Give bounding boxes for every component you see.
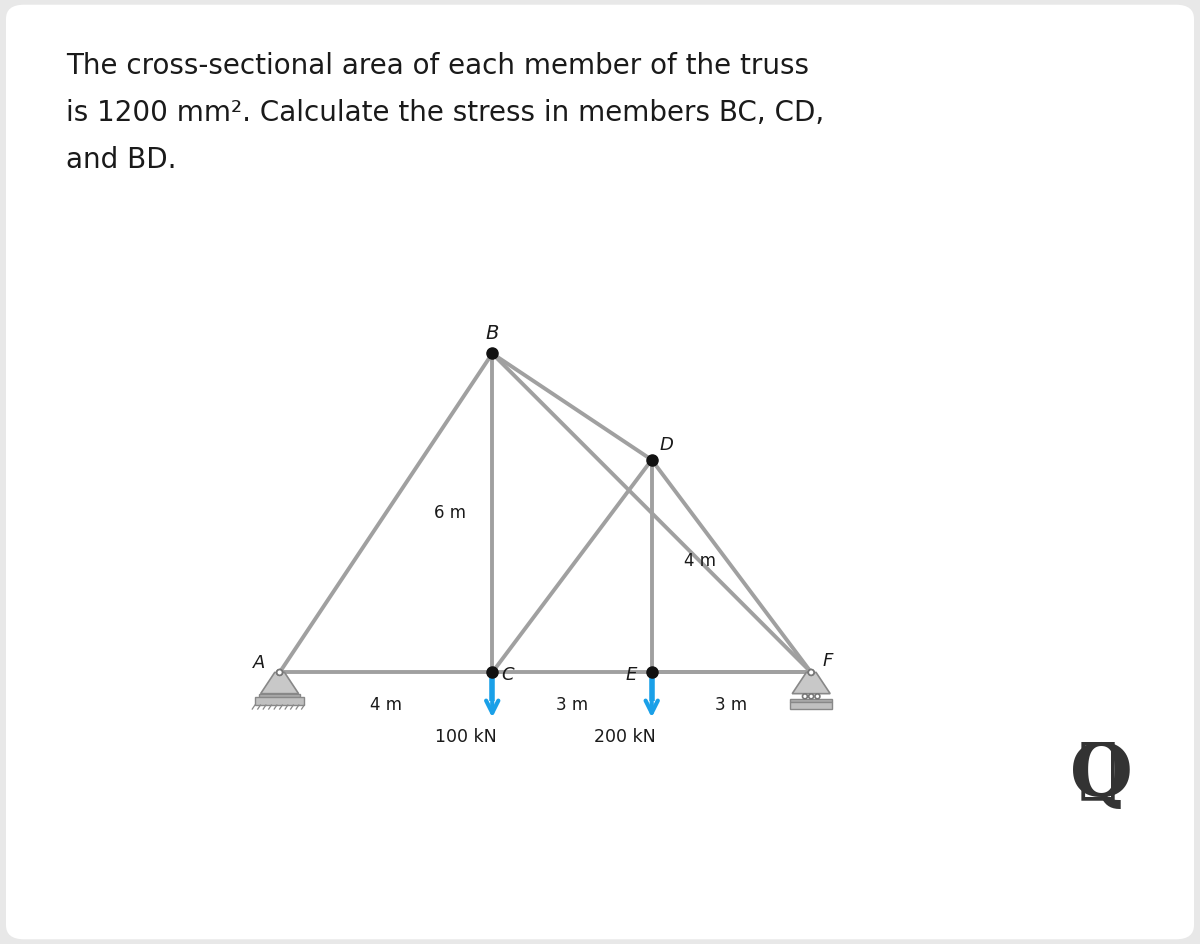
Text: The cross-sectional area of each member of the truss: The cross-sectional area of each member …	[66, 52, 809, 80]
Circle shape	[815, 694, 820, 699]
Text: Q: Q	[1070, 740, 1133, 812]
Polygon shape	[792, 672, 830, 694]
Text: 3 m: 3 m	[556, 697, 588, 715]
Text: ⌕: ⌕	[1078, 736, 1118, 802]
Circle shape	[803, 694, 808, 699]
Text: F: F	[823, 651, 833, 669]
Text: A: A	[253, 654, 265, 672]
Text: is 1200 mm². Calculate the stress in members BC, CD,: is 1200 mm². Calculate the stress in mem…	[66, 99, 824, 127]
Text: 6 m: 6 m	[433, 504, 466, 522]
FancyBboxPatch shape	[791, 702, 832, 709]
Text: 3 m: 3 m	[715, 697, 748, 715]
Circle shape	[277, 669, 282, 675]
Polygon shape	[260, 672, 299, 694]
Text: D: D	[660, 436, 673, 454]
Circle shape	[277, 669, 282, 675]
Text: and BD.: and BD.	[66, 146, 176, 175]
Circle shape	[809, 669, 814, 675]
Circle shape	[809, 694, 814, 699]
Circle shape	[809, 669, 814, 675]
Text: 100 kN: 100 kN	[434, 728, 497, 747]
FancyBboxPatch shape	[259, 694, 300, 697]
Text: 200 kN: 200 kN	[594, 728, 656, 747]
Text: E: E	[626, 666, 637, 684]
Text: 4 m: 4 m	[684, 552, 715, 570]
Text: B: B	[486, 324, 499, 343]
FancyBboxPatch shape	[791, 700, 832, 702]
FancyBboxPatch shape	[254, 697, 305, 705]
Text: 4 m: 4 m	[370, 697, 402, 715]
Text: C: C	[500, 666, 514, 684]
